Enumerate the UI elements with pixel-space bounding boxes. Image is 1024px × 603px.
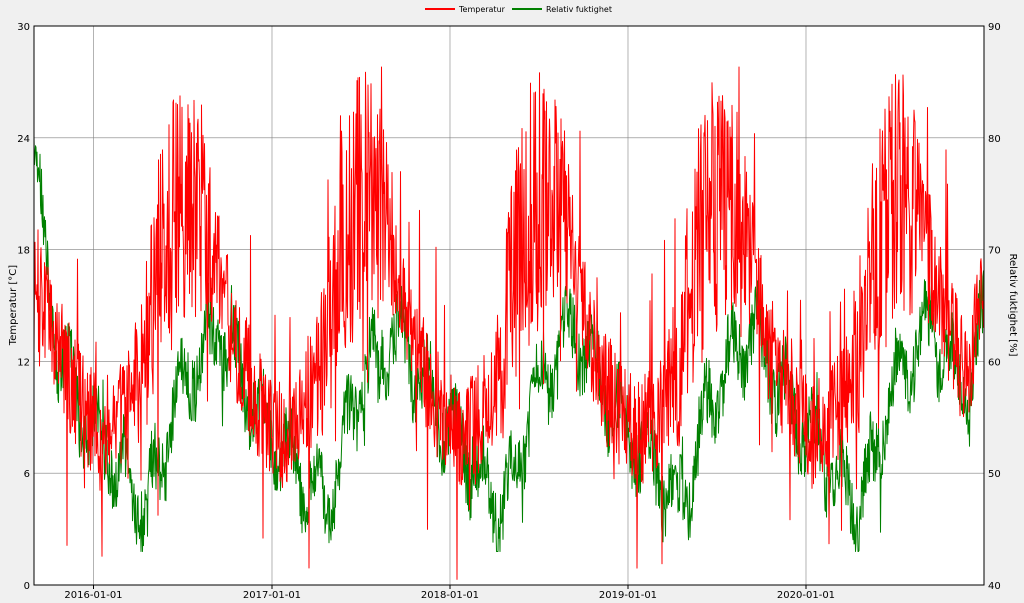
y-left-tick-label: 12 [17,357,30,368]
legend: Temperatur Relativ fuktighet [425,5,612,14]
y-right-tick-label: 80 [988,134,1001,145]
y-right-tick-label: 50 [988,469,1001,480]
y-left-tick-label: 0 [24,581,30,592]
plot-border [33,25,985,586]
y-left-tick-label: 30 [17,22,30,33]
series-line-relativ-fuktighet [33,137,985,552]
x-tick-label: 2020-01-01 [777,590,835,601]
x-tick-label: 2018-01-01 [421,590,479,601]
legend-fuktighet-label: Relativ fuktighet [546,5,612,14]
y-right-tick-label: 60 [988,357,1001,368]
ticks-layer: 0 6 12 18 24 30 40 50 60 70 80 90 2016-01-01 2017-01-… [17,22,1000,601]
series-line-temperatur [33,66,985,580]
series-layer [33,66,985,580]
y-left-title: Temperatur [°C] [8,265,19,346]
legend-temperatur-label: Temperatur [458,5,506,14]
x-tick-label: 2017-01-01 [243,590,301,601]
x-tick-label: 2016-01-01 [64,590,122,601]
y-right-tick-label: 70 [988,246,1001,257]
x-tick-label: 2019-01-01 [599,590,657,601]
y-left-tick-label: 24 [17,134,30,145]
y-left-tick-label: 18 [17,246,30,257]
y-right-title: Relativ fuktighet [%] [1007,254,1018,357]
y-left-tick-label: 6 [24,469,30,480]
y-right-tick-label: 90 [988,22,1001,33]
y-right-tick-label: 40 [988,581,1001,592]
